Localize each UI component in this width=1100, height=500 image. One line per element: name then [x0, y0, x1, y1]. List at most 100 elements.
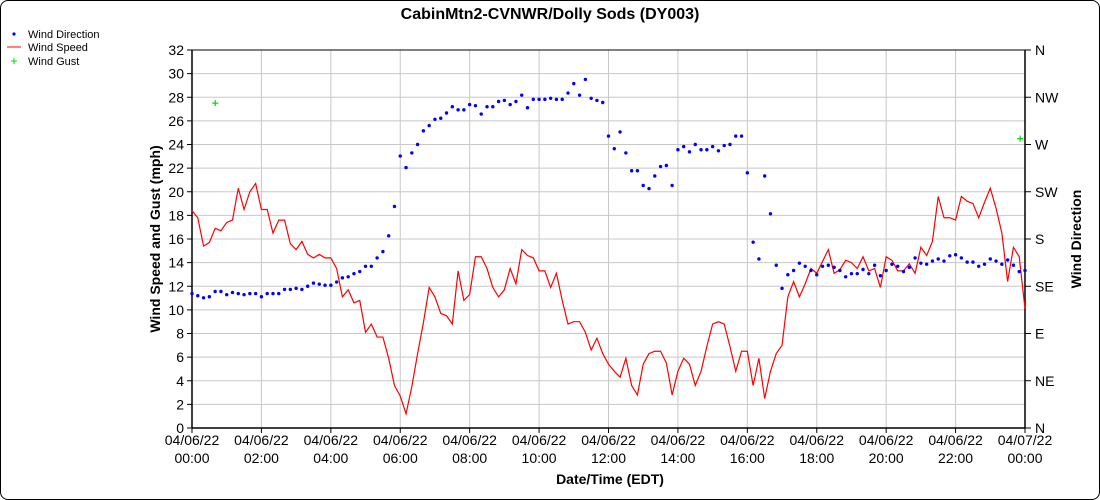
legend-label-gust: Wind Gust — [28, 56, 79, 68]
wind-direction-point — [861, 267, 865, 272]
wind-direction-point — [225, 292, 229, 297]
legend-label-direction: Wind Direction — [28, 29, 100, 41]
wind-direction-point — [705, 148, 709, 152]
wind-direction-point — [439, 116, 443, 120]
legend-marker-direction — [12, 32, 16, 36]
x-tick-label-date: 04/07/22 — [998, 432, 1053, 448]
wind-direction-point — [855, 271, 859, 276]
wind-direction-point — [277, 291, 281, 296]
wind-direction-point — [745, 171, 750, 175]
wind-direction-point — [838, 268, 842, 273]
wind-direction-point — [572, 81, 576, 86]
wind-direction-point — [456, 108, 460, 112]
grid — [192, 49, 1025, 429]
wind-direction-point — [525, 106, 530, 110]
wind-direction-point — [635, 169, 640, 173]
wind-direction-point — [896, 264, 900, 268]
wind-direction-point — [734, 134, 738, 138]
wind-direction-point — [329, 283, 333, 287]
wind-direction-point — [531, 97, 535, 102]
x-tick-label-date: 04/06/22 — [373, 432, 428, 448]
wind-direction-point — [682, 144, 686, 149]
wind-direction-point — [491, 105, 495, 109]
wind-direction-point — [1017, 269, 1021, 274]
wind-direction-point — [323, 283, 327, 287]
wind-direction-point — [554, 97, 559, 102]
y-tick-label: 2 — [176, 396, 184, 412]
wind-direction-point — [305, 284, 310, 288]
y-tick-label: 16 — [168, 231, 184, 247]
wind-direction-point — [213, 289, 217, 294]
wind-direction-point — [658, 164, 663, 169]
wind-direction-point — [739, 134, 744, 138]
wind-direction-point — [248, 291, 252, 296]
y2-tick-label: NW — [1035, 89, 1059, 105]
wind-direction-point — [421, 129, 426, 133]
wind-direction-point — [398, 154, 402, 158]
wind-direction-point — [722, 143, 726, 148]
wind-direction-point — [190, 291, 194, 296]
x-tick-label-time: 18:00 — [799, 450, 834, 466]
wind-direction-point — [300, 287, 304, 292]
wind-direction-point — [317, 282, 321, 286]
wind-direction-point — [687, 150, 692, 154]
wind-direction-point — [653, 174, 657, 178]
x-tick-label-date: 04/06/22 — [790, 432, 845, 448]
wind-direction-point — [994, 259, 998, 263]
y-tick-label: 20 — [168, 184, 184, 200]
y-tick-label: 6 — [176, 349, 184, 365]
x-axis-label: Date/Time (EDT) — [556, 471, 664, 487]
y-tick-label: 22 — [168, 160, 184, 176]
wind-direction-point — [780, 286, 784, 291]
wind-direction-point — [415, 142, 420, 147]
x-tick-label-time: 04:00 — [313, 450, 348, 466]
wind-direction-point — [427, 123, 431, 128]
axes: 02468101214161820222426283032NNEESESSWWN… — [165, 42, 1059, 466]
wind-direction-point — [664, 163, 669, 168]
x-tick-label-time: 12:00 — [591, 450, 626, 466]
wind-direction-point — [791, 268, 796, 273]
wind-direction-point — [924, 262, 929, 266]
y2-tick-label: N — [1035, 42, 1045, 58]
wind-direction-point — [479, 112, 483, 116]
x-tick-label-date: 04/06/22 — [304, 432, 359, 448]
x-tick-label-date: 04/06/22 — [165, 432, 220, 448]
wind-direction-point — [942, 259, 946, 263]
wind-direction-point — [936, 257, 940, 261]
wind-direction-point — [693, 142, 697, 147]
x-tick-label-time: 22:00 — [938, 450, 973, 466]
wind-direction-point — [815, 273, 819, 277]
wind-direction-point — [282, 287, 287, 292]
wind-direction-point — [890, 262, 894, 266]
y-tick-label: 24 — [168, 137, 184, 153]
wind-direction-point — [386, 234, 391, 238]
x-tick-label-time: 00:00 — [1007, 450, 1042, 466]
wind-direction-point — [207, 295, 212, 299]
wind-direction-point — [872, 263, 877, 267]
x-tick-label-time: 02:00 — [244, 450, 279, 466]
x-tick-label-time: 14:00 — [660, 450, 695, 466]
x-tick-label-time: 16:00 — [730, 450, 765, 466]
wind-direction-point — [953, 253, 958, 257]
wind-direction-point — [913, 256, 917, 260]
wind-direction-point — [577, 93, 582, 97]
wind-direction-point — [716, 149, 721, 153]
wind-direction-point — [485, 105, 489, 109]
wind-direction-point — [583, 77, 588, 82]
wind-direction-point — [1011, 263, 1016, 267]
wind-direction-point — [589, 96, 593, 101]
wind-direction-point — [253, 291, 258, 296]
wind-direction-point — [977, 264, 981, 268]
wind-direction-point — [762, 174, 767, 178]
y2-tick-label: W — [1035, 137, 1049, 153]
wind-direction-point — [843, 275, 848, 279]
wind-direction-point — [786, 273, 790, 277]
wind-direction-point — [467, 102, 472, 107]
wind-direction-point — [832, 265, 836, 270]
wind-direction-point — [548, 96, 553, 101]
wind-direction-point — [867, 271, 871, 276]
x-tick-label-date: 04/06/22 — [720, 432, 775, 448]
x-tick-label-date: 04/06/22 — [581, 432, 636, 448]
wind-direction-point — [230, 290, 235, 295]
wind-direction-point — [392, 204, 397, 209]
